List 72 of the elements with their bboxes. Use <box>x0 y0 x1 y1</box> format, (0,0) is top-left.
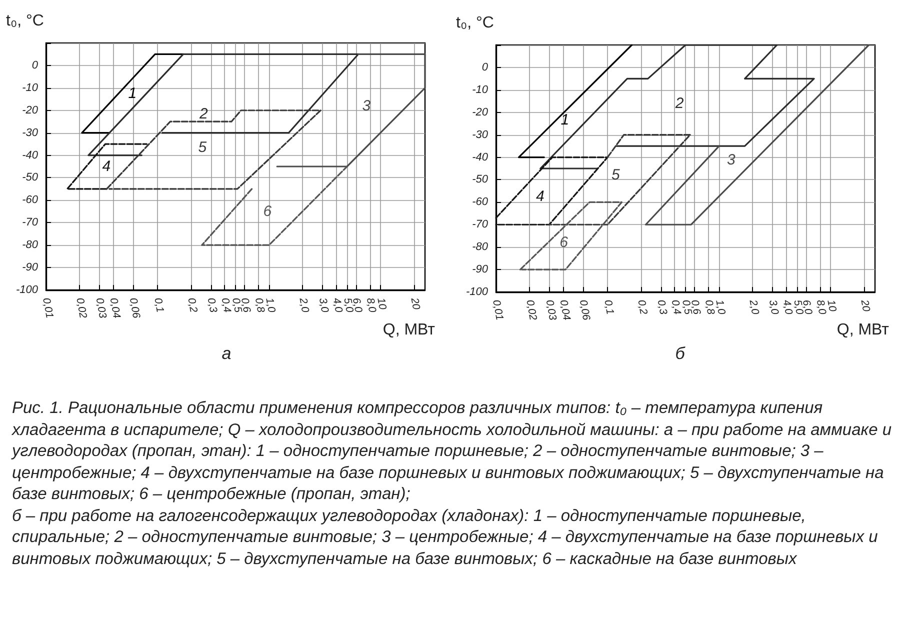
x-tick-label: 0,1 <box>602 298 616 316</box>
y-tick-label: -40 <box>472 151 489 164</box>
y-tick-label: -100 <box>466 286 489 298</box>
y-tick-label: -50 <box>22 172 39 184</box>
x-tick-label: 4,0 <box>780 298 795 316</box>
y-tick-label: -40 <box>22 149 39 162</box>
y-tick-label: -10 <box>472 84 489 96</box>
text: б <box>675 344 686 363</box>
y-tick-label: -70 <box>472 218 489 231</box>
y-axis-title: t₀, °C <box>456 14 494 32</box>
series-label: 6 <box>560 234 569 252</box>
x-tick-label: 3,0 <box>316 296 331 314</box>
series-label: 4 <box>102 158 111 175</box>
y-tick-label: -10 <box>22 82 39 94</box>
x-axis-title: Q, МВт <box>382 322 436 338</box>
x-tick-label: 0,8 <box>252 296 267 314</box>
y-tick-label: -90 <box>22 262 39 274</box>
y-tick-label: -30 <box>472 128 489 141</box>
x-axis-title: Q, МВт <box>836 322 890 338</box>
y-tick-label: -60 <box>472 196 489 208</box>
x-tick-label: 0,01 <box>40 296 56 320</box>
y-tick-label: -50 <box>472 174 489 186</box>
x-tick-label: 0,1 <box>152 296 166 314</box>
text: а <box>222 344 232 363</box>
text: Рис. 1. Рациональные области применения компрессоров различных типов: t₀ – температура кипения хладагента в испарителе; Q – холодопроизводительность холодильной машины: а – при работе на аммиаке и углеводородах (пропан, этан): 1 – одноступенчатые поршневые; 2 – одноступенчатые винтовые; 3 – центробежные; 4 – двухступенчатые на базе поршневых и винтовых поджимающих; 5 – двухступенчатые на базе винтовых; 6 – центробежные (пропан, этан); <box>12 398 893 505</box>
x-tick-label: 8,0 <box>814 298 828 316</box>
x-tick-label: 2,0 <box>296 296 312 314</box>
x-tick-label: 0,3 <box>654 298 670 316</box>
x-tick-label: 0,4 <box>668 298 684 316</box>
x-tick-label: 0,06 <box>576 298 592 322</box>
y-tick-label: -80 <box>22 239 39 252</box>
y-tick-label: 0 <box>482 61 489 74</box>
series-label: 2 <box>198 106 209 123</box>
x-tick-label: 8,0 <box>364 296 378 314</box>
series-label: 5 <box>611 166 620 184</box>
y-tick-label: -70 <box>22 216 39 229</box>
y-tick-label: -90 <box>472 264 489 276</box>
series-label: 1 <box>560 111 570 128</box>
x-tick-label: 20 <box>858 298 872 313</box>
x-tick-label: 0,02 <box>74 296 90 320</box>
text: б – при работе на галогенсодержащих углеводородах (хладонах): 1 – одноступенчатые поршневые, спиральные; 2 – одноступенчатые винтовые; 3 – центробежные; 4 – двухступенчатые на базе поршневых и винтовых поджимающих; 5 – двухступенчатые на базе винтовых; 6 – каскадные на базе винтовых <box>12 506 879 570</box>
x-tick-label: 0,8 <box>702 298 717 316</box>
x-tick-label: 0,03 <box>93 296 109 320</box>
y-tick-label: -60 <box>22 194 39 206</box>
x-tick-label: 0,2 <box>635 298 650 316</box>
y-tick-label: -20 <box>472 106 489 118</box>
series-label: 6 <box>263 202 272 220</box>
y-tick-label: -100 <box>16 284 39 296</box>
text: 2 <box>674 94 684 112</box>
series-label: 3 <box>362 97 372 114</box>
series-label: 5 <box>198 138 208 156</box>
x-tick-label: 0,2 <box>185 296 200 314</box>
x-tick-label: 0,4 <box>218 296 234 314</box>
x-tick-label: 0,01 <box>490 298 506 322</box>
y-tick-label: -20 <box>22 104 39 116</box>
y-axis-title: t₀, °C <box>6 12 44 30</box>
x-tick-label: 3,0 <box>766 298 781 316</box>
series-label: 4 <box>536 188 544 205</box>
x-tick-label: 0,02 <box>524 298 540 322</box>
x-tick-label: 0,03 <box>543 298 559 322</box>
x-tick-label: 4,0 <box>330 296 345 314</box>
y-tick-label: -30 <box>22 126 39 139</box>
x-tick-label: 0,04 <box>107 296 123 320</box>
x-tick-label: 0,04 <box>557 298 573 322</box>
y-tick-label: -80 <box>472 241 489 254</box>
x-tick-label: 0,06 <box>126 296 142 320</box>
x-tick-label: 2,0 <box>746 298 762 316</box>
series-label: 3 <box>726 152 736 169</box>
series-label: 1 <box>128 85 137 102</box>
x-tick-label: 0,3 <box>204 296 220 314</box>
x-tick-label: 20 <box>408 296 422 311</box>
y-tick-label: 0 <box>32 59 39 72</box>
